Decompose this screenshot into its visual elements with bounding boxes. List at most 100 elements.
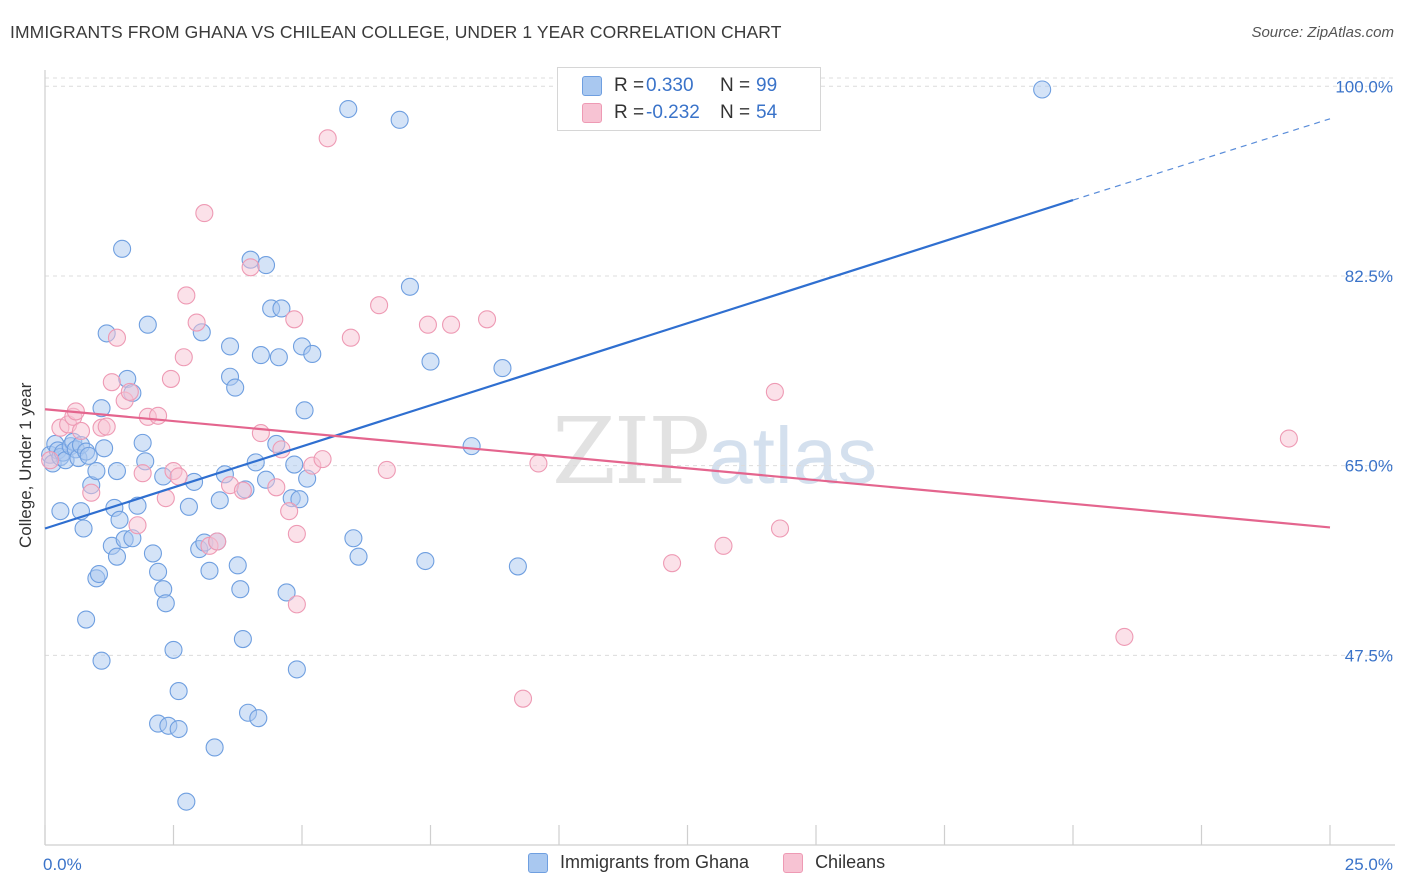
legend-item-chileans[interactable]: Chileans [783,852,885,873]
ghana-point [107,547,127,566]
ghana-point [128,496,147,515]
x-tick-label: 0.0% [43,855,82,874]
chilean-point [177,286,196,305]
chilean-point [318,129,337,148]
series-legend: Immigrants from Ghana Chileans [528,852,919,873]
y-axis-label: College, Under 1 year [16,382,35,548]
legend-swatch-chileans [582,103,602,123]
ghana-point [92,399,111,418]
chilean-point [187,313,206,332]
ghana-point [462,437,481,456]
ghana-point [349,547,368,566]
chilean-point [97,417,116,436]
chilean-point [370,296,389,315]
chilean-point [663,554,682,573]
stats-legend: R = 0.330 N = 99 R = -0.232 N = 54 [557,67,821,131]
legend-swatch-ghana [582,76,602,96]
ghana-point [87,461,106,481]
ghana-point [143,544,162,563]
ghana-point [339,99,358,119]
ghana-point [272,299,291,318]
n-label: N = [720,75,751,96]
ghana-point [493,359,512,378]
ghana-point [400,277,419,296]
ghana-point [295,401,314,420]
y-tick-label: 65.0% [1345,457,1393,476]
trend-lines [44,118,1331,530]
chilean-point [714,536,733,555]
ghana-point [110,510,129,529]
chilean-point [71,421,91,440]
ghana-trend-extension [1072,118,1331,201]
chilean-point [529,454,548,473]
grid-lines [45,77,1395,656]
ghana-point [287,660,306,679]
ghana-point [290,490,309,509]
chilean-point [41,451,60,470]
chilean-point [285,310,304,329]
legend-row-ghana: R = 0.330 N = 99 [582,74,777,98]
ghana-point [508,557,527,576]
n-value: 54 [756,102,778,123]
source-label: Source: ZipAtlas.com [1251,24,1394,41]
ghana-point [251,346,270,365]
ghana-point [344,529,363,548]
ghana-point [156,594,175,613]
zipatlas-watermark: ZIPatlas [552,398,877,505]
chilean-point [128,516,147,535]
watermark-zip: ZIP [552,398,710,505]
ghana-point [200,561,219,580]
ghana-point [89,564,109,584]
legend-swatch-ghana [528,852,548,873]
ghana-point [416,551,435,571]
ghana-point [107,461,127,481]
chilean-point [195,204,214,223]
ghana-point [390,110,409,129]
r-value: 0.330 [646,75,694,96]
chilean-point [287,524,306,543]
chilean-point [107,328,127,347]
n-value: 99 [756,75,778,96]
ghana-point [95,439,114,458]
r-value: -0.232 [646,102,700,123]
ghana-point [285,455,304,474]
legend-item-ghana[interactable]: Immigrants from Ghana [528,852,749,873]
ghana-point [228,556,247,575]
ghana-point [233,630,252,649]
y-tick-label: 100.0% [1335,77,1393,96]
ghana-point [177,792,196,811]
chilean-point [765,382,784,401]
ghana-point [231,580,250,599]
chilean-point [102,373,121,392]
chilean-point [418,315,437,334]
r-label: R = [614,102,645,123]
chilean-point [280,502,299,521]
n-label: N = [720,102,751,123]
chilean-point [770,519,790,538]
chilean-point [1115,627,1134,646]
chilean-point [233,481,252,500]
ghana-point [205,738,224,757]
legend-label-chileans: Chileans [815,852,886,872]
ghana-point [421,352,440,371]
ghana-point [77,610,96,629]
legend-label-ghana: Immigrants from Ghana [560,852,750,872]
ghana-point [269,348,288,367]
data-points [41,80,1298,811]
ghana-point [164,640,183,659]
chilean-trend-line [44,408,1331,529]
ghana-point [74,519,93,538]
ghana-point [210,491,229,510]
ghana-point [226,378,245,397]
legend-row-chileans: R = -0.232 N = 54 [582,101,777,125]
ghana-point [92,651,111,670]
chilean-point [267,478,286,497]
chilean-point [149,406,168,425]
ghana-point [249,709,268,728]
ghana-point [277,583,296,602]
ghana-point [256,256,276,275]
chilean-point [477,310,497,329]
ghana-point [169,719,188,739]
ghana-point [79,446,98,465]
